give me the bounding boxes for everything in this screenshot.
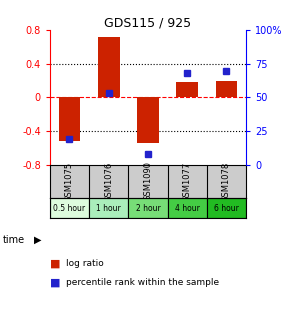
Text: GSM1090: GSM1090 bbox=[144, 161, 152, 202]
Title: GDS115 / 925: GDS115 / 925 bbox=[104, 16, 192, 29]
Text: GSM1076: GSM1076 bbox=[104, 161, 113, 202]
Text: GSM1075: GSM1075 bbox=[65, 161, 74, 202]
Text: log ratio: log ratio bbox=[66, 259, 104, 268]
Bar bbox=[128, 198, 168, 218]
Text: GSM1078: GSM1078 bbox=[222, 161, 231, 202]
Bar bbox=[137, 97, 159, 143]
Text: ■: ■ bbox=[50, 259, 60, 269]
Text: ▶: ▶ bbox=[34, 235, 41, 245]
Bar bbox=[98, 37, 120, 97]
Text: time: time bbox=[3, 235, 25, 245]
Text: 6 hour: 6 hour bbox=[214, 204, 239, 213]
Text: percentile rank within the sample: percentile rank within the sample bbox=[66, 278, 219, 287]
Bar bbox=[59, 97, 80, 141]
Bar bbox=[216, 82, 237, 97]
Bar bbox=[168, 198, 207, 218]
Text: 2 hour: 2 hour bbox=[136, 204, 160, 213]
Bar bbox=[89, 198, 128, 218]
Text: ■: ■ bbox=[50, 277, 60, 287]
Text: GSM1077: GSM1077 bbox=[183, 161, 192, 202]
Bar bbox=[50, 198, 89, 218]
Bar bbox=[207, 198, 246, 218]
Text: 0.5 hour: 0.5 hour bbox=[53, 204, 86, 213]
Bar bbox=[176, 82, 198, 97]
Text: 4 hour: 4 hour bbox=[175, 204, 200, 213]
Text: 1 hour: 1 hour bbox=[96, 204, 121, 213]
